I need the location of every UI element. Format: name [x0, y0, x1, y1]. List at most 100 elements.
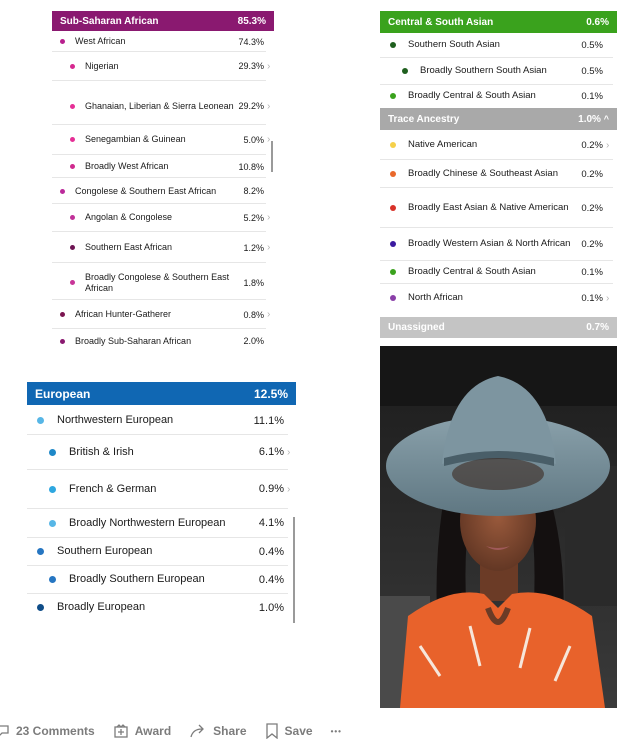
row-divider [380, 57, 613, 58]
ancestry-row[interactable]: Southern South Asian 0.5% [390, 33, 617, 57]
eur-header[interactable]: European 12.5% [27, 382, 296, 405]
color-dot-icon [390, 42, 396, 48]
row-divider [52, 124, 266, 125]
ancestry-row[interactable]: Ghanaian, Liberian & Sierra Leonean 29.2%… [70, 88, 270, 124]
ancestry-row[interactable]: Broadly Central & South Asian 0.1% [390, 261, 617, 283]
ancestry-row[interactable]: Broadly East Asian & Native American 0.2% [390, 189, 617, 227]
ancestry-row[interactable]: North African 0.1% › [390, 285, 617, 311]
ancestry-row[interactable]: Broadly Western Asian & North African 0.2… [390, 228, 617, 260]
chevron-right-icon[interactable]: › [267, 134, 271, 145]
chevron-right-icon[interactable]: › [606, 139, 610, 151]
ancestry-row[interactable]: African Hunter-Gatherer 0.8% › [60, 301, 270, 328]
row-divider [52, 154, 266, 155]
ancestry-row[interactable]: Native American 0.2% › [390, 131, 617, 159]
chevron-right-icon[interactable]: › [267, 242, 271, 253]
row-divider [52, 328, 266, 329]
share-button[interactable]: Share [189, 724, 247, 738]
ancestry-row[interactable]: Broadly Northwestern European 4.1% [49, 509, 292, 537]
row-label: Broadly Chinese & Southeast Asian [408, 167, 558, 179]
color-dot-icon [390, 205, 396, 211]
ancestry-row[interactable]: French & German 0.9% › [49, 470, 292, 508]
row-label: Broadly Northwestern European [69, 516, 226, 529]
row-divider [52, 231, 266, 232]
row-divider [52, 80, 266, 81]
more-options-button[interactable]: ••• [331, 727, 342, 736]
row-divider [380, 227, 613, 228]
comments-button[interactable]: 23 Comments [0, 724, 95, 738]
ancestry-row[interactable]: Senegambian & Guinean 5.0% › [70, 125, 270, 154]
ancestry-row[interactable]: Angolan & Congolese 5.2% › [70, 204, 270, 231]
ancestry-row[interactable]: Southern East African 1.2% › [70, 233, 270, 262]
row-divider [27, 593, 288, 594]
color-dot-icon [49, 485, 56, 493]
row-percentage: 5.2% [243, 212, 264, 223]
row-label: Southern South Asian [408, 38, 500, 50]
ancestry-row[interactable]: Broadly European 1.0% [37, 594, 292, 621]
row-percentage: 0.9% [258, 483, 284, 495]
color-dot-icon [70, 215, 75, 220]
color-dot-icon [49, 448, 56, 456]
comment-icon [0, 725, 9, 736]
csa-header[interactable]: Central & South Asian 0.6% [380, 11, 617, 33]
ancestry-row[interactable]: Nigerian 29.3% › [70, 52, 270, 80]
right-panel: Central & South Asian 0.6% Southern Sout… [380, 11, 617, 341]
ancestry-row[interactable]: Broadly Southern European 0.4% [49, 566, 292, 593]
row-divider [52, 262, 266, 263]
row-label: Senegambian & Guinean [85, 134, 186, 145]
eur-header-pct: 12.5% [253, 386, 288, 401]
row-percentage: 29.2% [238, 101, 264, 111]
ancestry-row[interactable]: British & Irish 6.1% › [49, 435, 292, 469]
trace-header-right: 1.0% ^ [578, 114, 609, 125]
chevron-right-icon[interactable]: › [267, 100, 271, 112]
row-percentage: 11.1% [253, 414, 284, 427]
chevron-right-icon[interactable]: › [287, 483, 291, 495]
comments-label: 23 Comments [16, 724, 95, 738]
row-percentage: 0.1% [581, 266, 603, 278]
ancestry-row[interactable]: Broadly West African 10.8% [70, 156, 270, 177]
ancestry-row[interactable]: Southern European 0.4% [37, 538, 292, 565]
row-label: Congolese & Southern East African [75, 185, 217, 196]
save-button[interactable]: Save [265, 723, 313, 739]
chevron-right-icon[interactable]: › [287, 446, 291, 458]
row-label: African Hunter-Gatherer [75, 309, 172, 320]
eur-panel: European 12.5% Northwestern European 11.1… [27, 382, 296, 625]
ancestry-row[interactable]: Broadly Central & South Asian 0.1% [390, 85, 617, 107]
row-percentage: 5.0% [243, 134, 264, 145]
row-divider [27, 434, 288, 435]
ssa-header[interactable]: Sub-Saharan African 85.3% [52, 11, 274, 31]
chevron-right-icon[interactable]: › [606, 292, 610, 304]
chevron-right-icon[interactable]: › [267, 309, 271, 320]
ancestry-row[interactable]: Broadly Southern South Asian 0.5% [402, 58, 617, 84]
row-label: Broadly European [57, 601, 146, 614]
ancestry-row[interactable]: Broadly Congolese & Southern East Africa… [70, 266, 270, 299]
row-percentage: 1.8% [243, 277, 264, 288]
ancestry-row[interactable]: West African 74.3% [60, 32, 270, 51]
chevron-up-icon[interactable]: ^ [603, 113, 609, 124]
ancestry-row[interactable]: Broadly Chinese & Southeast Asian 0.2% [390, 161, 617, 187]
award-label: Award [134, 724, 172, 738]
color-dot-icon [390, 269, 396, 275]
row-percentage: 0.2% [581, 168, 603, 180]
color-dot-icon [60, 39, 65, 44]
ancestry-row[interactable]: Northwestern European 11.1% [37, 407, 292, 434]
color-dot-icon [70, 103, 75, 109]
color-dot-icon [60, 338, 65, 344]
ssa-scrollbar[interactable] [271, 141, 273, 172]
chevron-right-icon[interactable]: › [267, 60, 271, 72]
post-footer: 23 Comments Award Share Save ••• [0, 720, 638, 742]
eur-scrollbar[interactable] [293, 517, 295, 623]
unassigned-header[interactable]: Unassigned 0.7% [380, 317, 617, 338]
award-icon [114, 724, 128, 738]
row-label: Southern East African [85, 242, 173, 253]
ancestry-row[interactable]: Broadly Sub-Saharan African 2.0% [60, 329, 270, 353]
color-dot-icon [390, 171, 396, 177]
photo-illustration [380, 346, 617, 708]
trace-header[interactable]: Trace Ancestry 1.0% ^ [380, 108, 617, 130]
ancestry-row[interactable]: Congolese & Southern East African 8.2% [60, 179, 270, 203]
row-percentage: 10.8% [238, 161, 264, 172]
chevron-right-icon[interactable]: › [267, 212, 271, 223]
row-percentage: 74.3% [238, 36, 264, 47]
color-dot-icon [390, 295, 396, 301]
award-button[interactable]: Award [113, 723, 171, 739]
ssa-header-label: Sub-Saharan African [60, 15, 159, 27]
